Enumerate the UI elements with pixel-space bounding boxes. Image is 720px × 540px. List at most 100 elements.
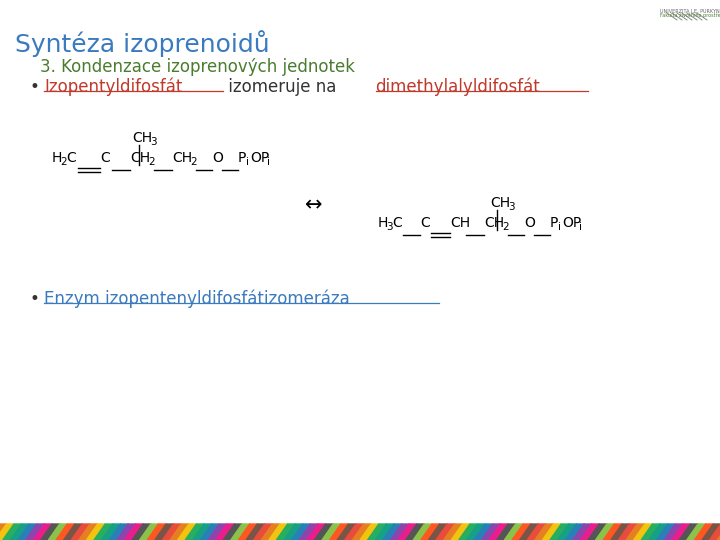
Polygon shape [649,524,668,540]
Text: CH: CH [450,216,470,230]
Text: 3. Kondenzace izoprenových jednotek: 3. Kondenzace izoprenových jednotek [40,58,355,76]
Polygon shape [390,524,410,540]
Text: i: i [579,222,582,232]
Polygon shape [193,524,212,540]
Polygon shape [588,524,607,540]
Polygon shape [451,524,470,540]
Polygon shape [657,524,675,540]
Polygon shape [459,524,478,540]
Text: OP: OP [250,151,269,165]
Text: Izopentyldifosfát: Izopentyldifosfát [44,78,182,97]
Polygon shape [436,524,455,540]
Polygon shape [208,524,228,540]
Polygon shape [694,524,714,540]
Polygon shape [420,524,440,540]
Polygon shape [155,524,174,540]
Polygon shape [0,524,6,540]
Polygon shape [102,524,121,540]
Polygon shape [71,524,91,540]
Polygon shape [56,524,75,540]
Text: i: i [246,157,249,167]
Text: CH: CH [130,151,150,165]
Polygon shape [444,524,463,540]
Polygon shape [231,524,250,540]
Text: CH: CH [484,216,504,230]
Polygon shape [276,524,296,540]
Polygon shape [315,524,333,540]
Text: ↔: ↔ [305,195,323,215]
Polygon shape [200,524,220,540]
Polygon shape [322,524,341,540]
Polygon shape [307,524,326,540]
Polygon shape [603,524,622,540]
Polygon shape [550,524,570,540]
Polygon shape [246,524,265,540]
Polygon shape [223,524,243,540]
Polygon shape [398,524,417,540]
Polygon shape [3,524,22,540]
Polygon shape [261,524,280,540]
Polygon shape [573,524,592,540]
Polygon shape [565,524,585,540]
Text: CH: CH [490,196,510,210]
Polygon shape [482,524,501,540]
Text: H: H [378,216,388,230]
Polygon shape [117,524,136,540]
Text: CH: CH [172,151,192,165]
Text: i: i [267,157,270,167]
Text: 3: 3 [150,137,157,147]
Text: UNIVERZITA J.E. PURKYNĚ V ÚSTÍ NAD LABEM: UNIVERZITA J.E. PURKYNĚ V ÚSTÍ NAD LABEM [660,8,720,14]
Text: 2: 2 [60,157,67,167]
Polygon shape [535,524,554,540]
Polygon shape [10,524,30,540]
Polygon shape [33,524,53,540]
Polygon shape [178,524,197,540]
Polygon shape [170,524,189,540]
Polygon shape [467,524,485,540]
Text: •: • [30,290,40,308]
Text: izomeruje na: izomeruje na [222,78,341,96]
Polygon shape [163,524,181,540]
Polygon shape [337,524,356,540]
Text: O: O [212,151,223,165]
Polygon shape [140,524,159,540]
Polygon shape [109,524,128,540]
Polygon shape [284,524,303,540]
Text: 3: 3 [386,222,392,232]
Text: C: C [420,216,430,230]
Text: 3: 3 [508,202,515,212]
Polygon shape [253,524,273,540]
Polygon shape [497,524,516,540]
Polygon shape [512,524,531,540]
Text: O: O [524,216,535,230]
Polygon shape [710,524,720,540]
Polygon shape [269,524,288,540]
Polygon shape [300,524,318,540]
Polygon shape [542,524,562,540]
Polygon shape [375,524,395,540]
Polygon shape [63,524,83,540]
Polygon shape [611,524,630,540]
Polygon shape [26,524,45,540]
Polygon shape [41,524,60,540]
Text: H: H [52,151,63,165]
Polygon shape [215,524,235,540]
Polygon shape [94,524,113,540]
Polygon shape [368,524,387,540]
Polygon shape [352,524,372,540]
Text: C: C [392,216,402,230]
Polygon shape [618,524,638,540]
Polygon shape [428,524,448,540]
Text: P: P [550,216,559,230]
Polygon shape [185,524,204,540]
Polygon shape [125,524,143,540]
Polygon shape [292,524,311,540]
Polygon shape [634,524,653,540]
Polygon shape [474,524,493,540]
Polygon shape [345,524,364,540]
Polygon shape [132,524,151,540]
Polygon shape [702,524,720,540]
Polygon shape [626,524,645,540]
Polygon shape [717,524,720,540]
Text: CH: CH [132,131,152,145]
